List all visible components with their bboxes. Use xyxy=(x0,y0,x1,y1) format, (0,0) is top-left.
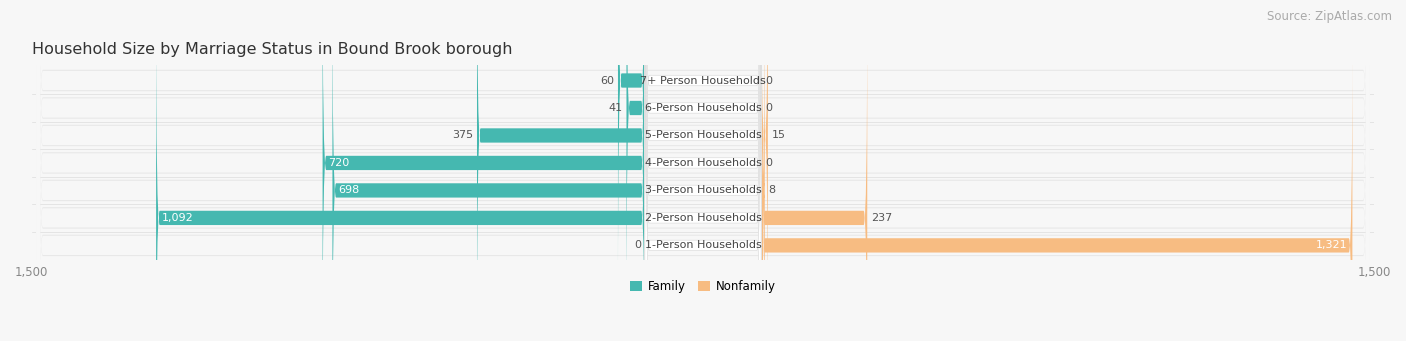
FancyBboxPatch shape xyxy=(645,0,761,341)
Text: 5-Person Households: 5-Person Households xyxy=(644,131,762,140)
Text: 0: 0 xyxy=(634,240,641,250)
FancyBboxPatch shape xyxy=(37,0,1369,341)
FancyBboxPatch shape xyxy=(761,0,765,341)
FancyBboxPatch shape xyxy=(322,0,645,341)
Text: 1,092: 1,092 xyxy=(162,213,193,223)
FancyBboxPatch shape xyxy=(37,0,1369,341)
Text: 720: 720 xyxy=(328,158,349,168)
FancyBboxPatch shape xyxy=(645,0,761,341)
Text: 60: 60 xyxy=(600,75,614,86)
FancyBboxPatch shape xyxy=(156,5,645,341)
FancyBboxPatch shape xyxy=(645,0,761,341)
Text: 6-Person Households: 6-Person Households xyxy=(644,103,762,113)
Text: 237: 237 xyxy=(870,213,891,223)
Text: 4-Person Households: 4-Person Households xyxy=(644,158,762,168)
Text: 41: 41 xyxy=(609,103,623,113)
Text: 0: 0 xyxy=(765,75,772,86)
FancyBboxPatch shape xyxy=(37,0,1369,341)
Text: 0: 0 xyxy=(765,103,772,113)
FancyBboxPatch shape xyxy=(645,0,761,341)
FancyBboxPatch shape xyxy=(761,5,868,341)
FancyBboxPatch shape xyxy=(37,0,1369,341)
Legend: Family, Nonfamily: Family, Nonfamily xyxy=(626,275,780,297)
FancyBboxPatch shape xyxy=(37,0,1369,341)
Text: Household Size by Marriage Status in Bound Brook borough: Household Size by Marriage Status in Bou… xyxy=(32,42,512,57)
FancyBboxPatch shape xyxy=(761,0,768,341)
FancyBboxPatch shape xyxy=(37,0,1369,341)
Text: 698: 698 xyxy=(337,186,359,195)
FancyBboxPatch shape xyxy=(37,0,1369,341)
Text: 8: 8 xyxy=(768,186,776,195)
FancyBboxPatch shape xyxy=(645,0,761,341)
Text: 2-Person Households: 2-Person Households xyxy=(644,213,762,223)
FancyBboxPatch shape xyxy=(37,0,1369,341)
FancyBboxPatch shape xyxy=(37,0,1369,341)
FancyBboxPatch shape xyxy=(37,0,1369,341)
FancyBboxPatch shape xyxy=(37,0,1369,341)
Text: 0: 0 xyxy=(765,158,772,168)
FancyBboxPatch shape xyxy=(332,0,645,341)
FancyBboxPatch shape xyxy=(37,0,1369,341)
FancyBboxPatch shape xyxy=(645,0,761,341)
FancyBboxPatch shape xyxy=(37,0,1369,341)
Text: 3-Person Households: 3-Person Households xyxy=(644,186,762,195)
Text: Source: ZipAtlas.com: Source: ZipAtlas.com xyxy=(1267,10,1392,23)
FancyBboxPatch shape xyxy=(37,0,1369,341)
FancyBboxPatch shape xyxy=(761,33,1353,341)
FancyBboxPatch shape xyxy=(477,0,645,341)
Text: 7+ Person Households: 7+ Person Households xyxy=(640,75,766,86)
Text: 375: 375 xyxy=(453,131,474,140)
Text: 15: 15 xyxy=(772,131,786,140)
FancyBboxPatch shape xyxy=(645,0,761,341)
FancyBboxPatch shape xyxy=(619,0,645,293)
Text: 1-Person Households: 1-Person Households xyxy=(644,240,762,250)
FancyBboxPatch shape xyxy=(627,0,645,321)
Text: 1,321: 1,321 xyxy=(1316,240,1347,250)
